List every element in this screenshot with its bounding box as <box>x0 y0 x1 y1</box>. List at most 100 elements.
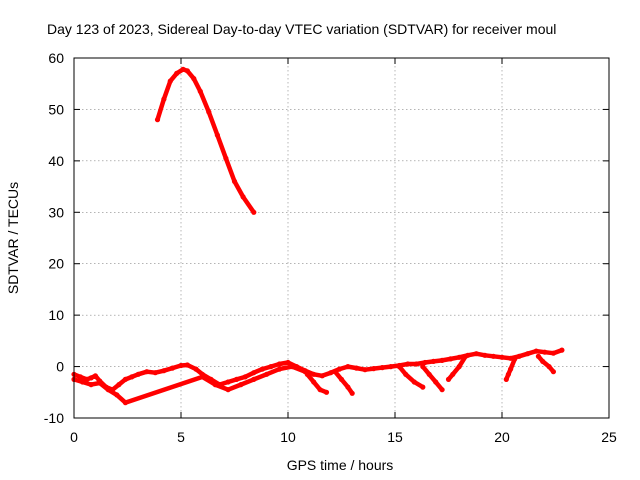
data-point <box>525 351 531 357</box>
data-point <box>122 400 128 406</box>
data-point <box>184 68 190 74</box>
data-point <box>311 371 317 377</box>
data-point <box>456 354 462 360</box>
data-point <box>473 351 479 357</box>
y-tick-label: 20 <box>48 256 64 272</box>
data-point <box>439 387 445 393</box>
y-tick-label: 30 <box>48 204 64 220</box>
data-point <box>238 382 244 388</box>
data-point <box>251 376 257 382</box>
data-point <box>463 353 469 359</box>
data-point <box>439 357 445 363</box>
data-point <box>426 371 432 377</box>
data-point <box>362 367 368 373</box>
data-point <box>178 362 184 369</box>
data-point <box>289 364 295 370</box>
data-point <box>122 376 128 382</box>
data-point <box>450 371 456 377</box>
data-point <box>193 366 199 372</box>
data-point <box>345 364 351 370</box>
data-point <box>234 376 240 382</box>
data-point <box>490 353 496 359</box>
series-line <box>332 369 355 396</box>
data-point <box>328 370 334 376</box>
data-point <box>349 390 355 396</box>
data-point <box>430 358 437 364</box>
data-point <box>482 352 488 358</box>
data-point <box>379 365 385 371</box>
series-spur_22 <box>535 353 557 375</box>
data-point <box>152 370 158 376</box>
data-point <box>505 371 511 377</box>
data-point <box>448 356 454 362</box>
chart-title: Day 123 of 2023, Sidereal Day-to-day VTE… <box>47 21 556 37</box>
x-tick-labels: 0 5 10 15 20 25 <box>70 429 617 445</box>
data-point <box>323 389 330 395</box>
data-point <box>251 209 257 215</box>
data-point <box>546 364 552 370</box>
series-line <box>504 356 518 382</box>
data-point <box>319 373 325 379</box>
data-point <box>535 353 542 359</box>
data-point <box>353 365 360 371</box>
series-spur_16 <box>420 364 445 393</box>
x-tick-label: 20 <box>494 429 510 445</box>
data-point <box>114 392 120 398</box>
data-point <box>92 373 98 379</box>
data-series <box>71 66 565 406</box>
data-point <box>197 88 203 94</box>
series-spur_12 <box>332 369 355 396</box>
data-point <box>242 374 248 380</box>
data-point <box>225 387 231 393</box>
plot-frame <box>73 57 610 419</box>
tick-marks <box>73 57 610 419</box>
series-line <box>536 354 556 374</box>
data-point <box>251 370 257 376</box>
data-point <box>225 379 231 385</box>
series-spur_15 <box>396 364 426 390</box>
data-point <box>77 374 83 380</box>
data-point <box>80 379 86 385</box>
x-tick-label: 10 <box>280 429 296 445</box>
data-point <box>167 78 173 84</box>
data-point <box>259 366 265 372</box>
series-spur_11 <box>304 371 330 395</box>
data-point <box>338 376 345 382</box>
data-point <box>264 371 270 377</box>
data-point <box>161 96 167 102</box>
y-tick-label: 0 <box>56 359 64 375</box>
y-tick-label: 10 <box>48 307 64 323</box>
data-point <box>135 371 141 377</box>
data-point <box>540 358 546 364</box>
series-line <box>446 354 468 382</box>
data-point <box>508 366 514 372</box>
data-point <box>456 364 462 370</box>
data-point <box>129 374 135 380</box>
data-point <box>180 66 186 72</box>
data-point <box>550 369 557 375</box>
data-point <box>97 380 103 386</box>
x-tick-label: 5 <box>177 429 185 445</box>
data-point <box>223 155 229 161</box>
data-point <box>105 387 111 393</box>
data-point <box>276 366 282 372</box>
data-point <box>268 364 274 370</box>
data-point <box>336 366 342 372</box>
data-point <box>317 387 323 393</box>
data-point <box>550 350 557 356</box>
series-line <box>420 364 445 392</box>
data-point <box>559 347 565 353</box>
data-point <box>533 348 539 354</box>
data-point <box>311 379 317 385</box>
series-baseline_lower <box>71 364 308 406</box>
series-spur_18 <box>445 353 469 382</box>
x-tick-label: 15 <box>387 429 403 445</box>
x-axis-label: GPS time / hours <box>287 457 394 473</box>
series-line <box>71 364 308 405</box>
data-point <box>405 361 411 367</box>
data-point <box>88 382 94 388</box>
data-point <box>445 376 452 382</box>
data-point <box>396 364 402 370</box>
